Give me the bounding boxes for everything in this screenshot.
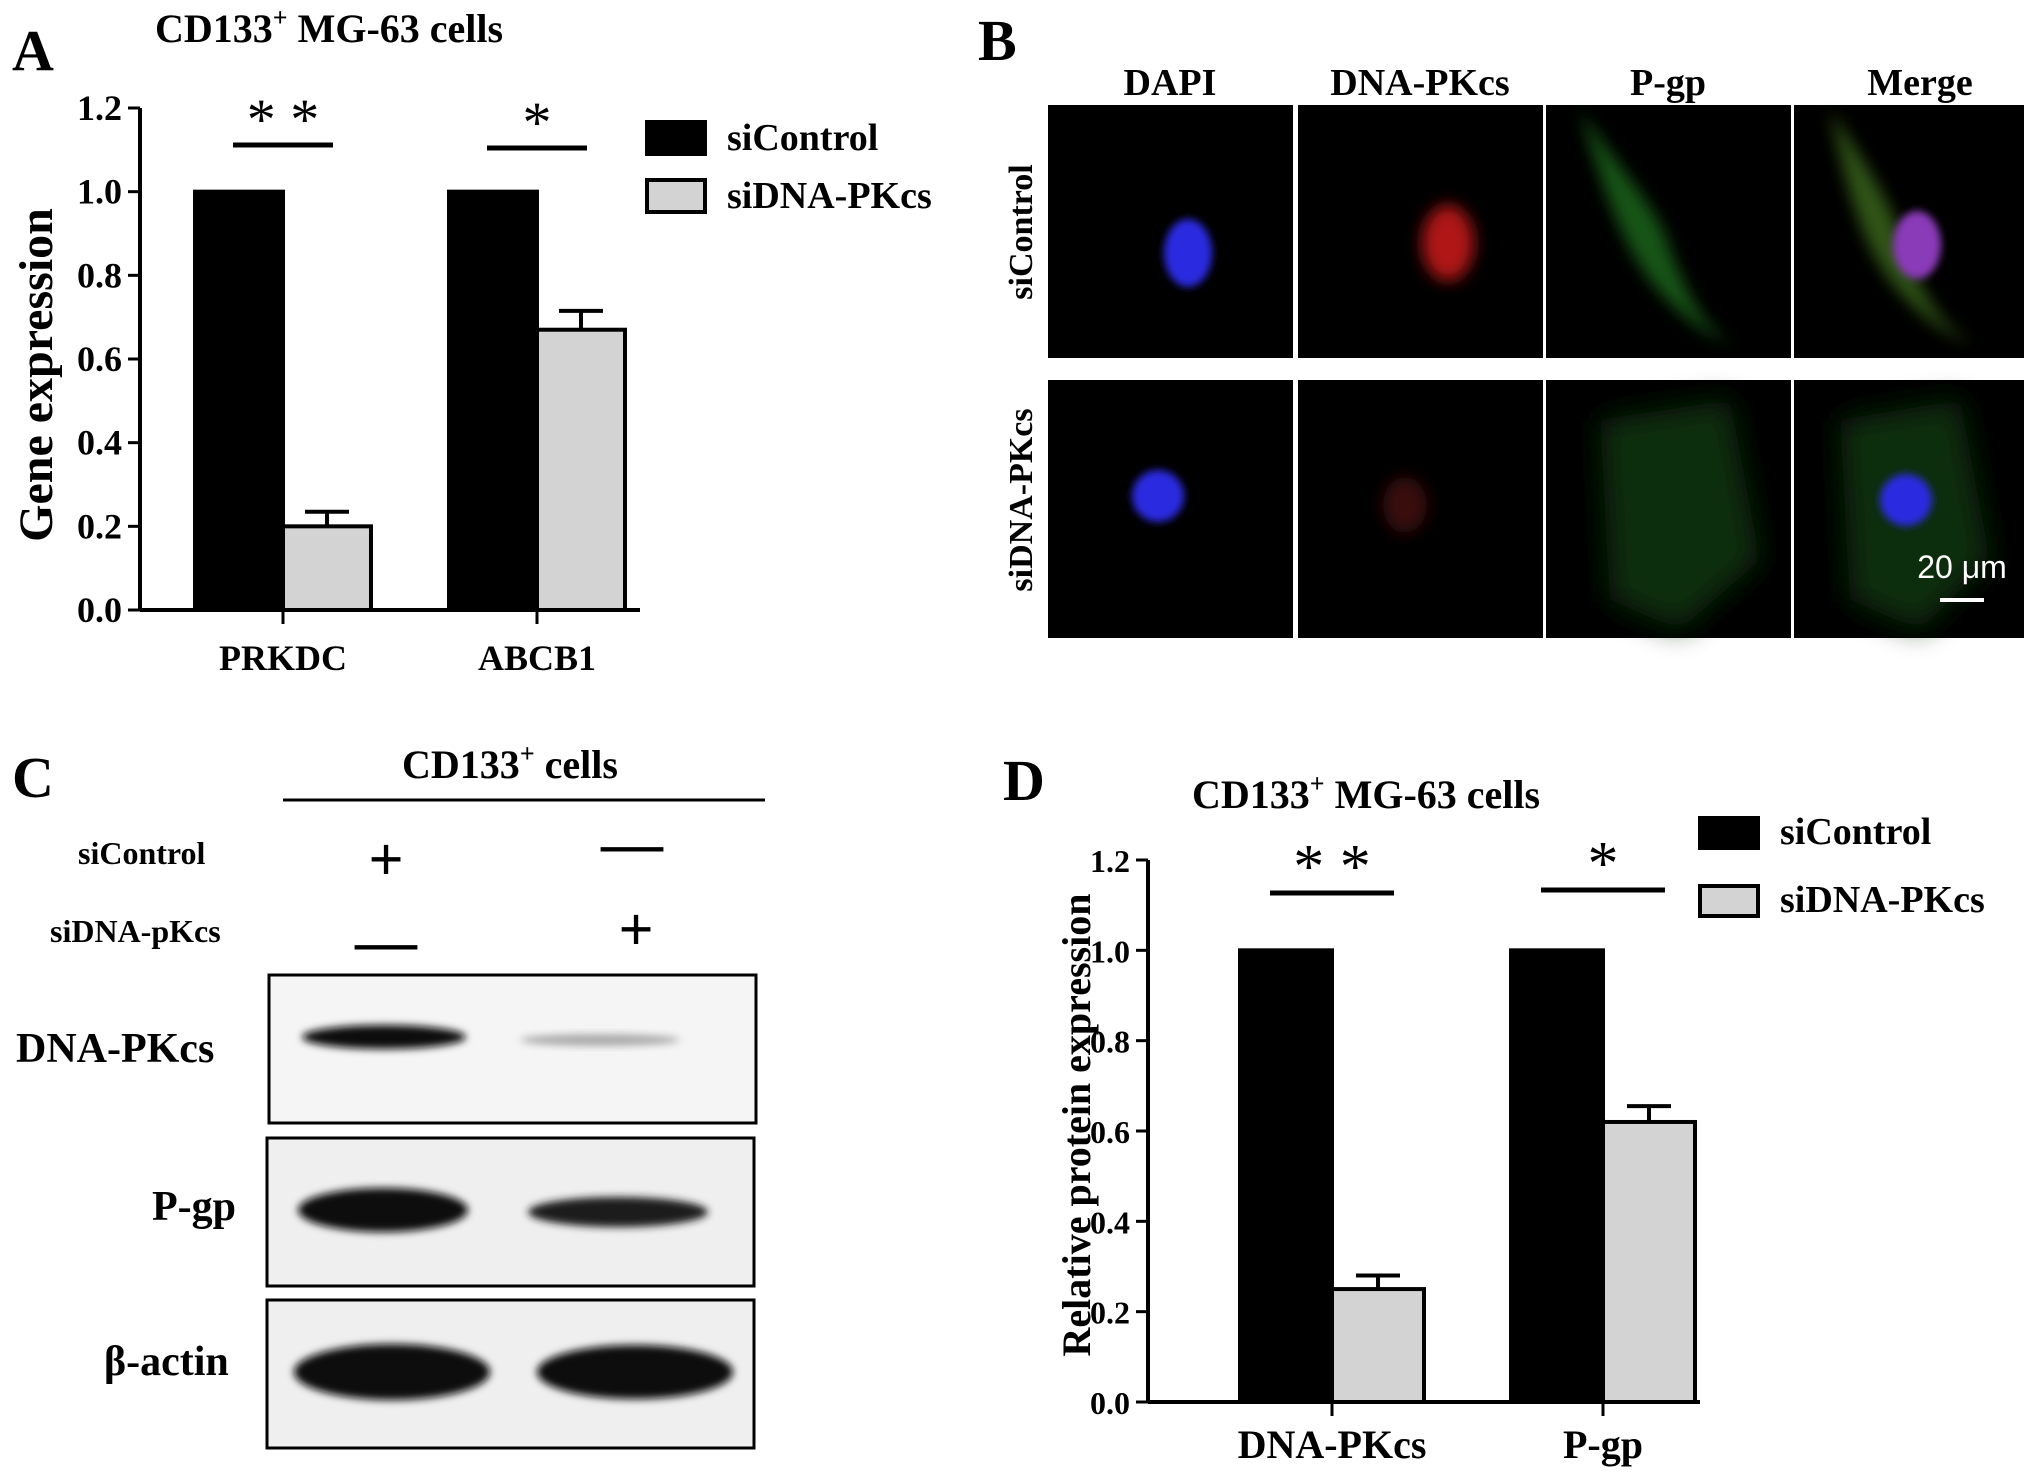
y-tick-label: 0.6 — [77, 339, 122, 379]
y-tick-label: 1.2 — [77, 88, 122, 128]
significance-marker: * * — [1293, 833, 1371, 901]
nucleus-dna-pkcs-sidna — [1383, 477, 1427, 533]
legend-swatch-sicontrol — [1698, 816, 1760, 850]
x-category-label: PRKDC — [219, 638, 347, 678]
panel-c: C CD133+ cells siControl siDNA-pKcs + — … — [12, 739, 765, 1450]
sidna-lane2-sign: + — [618, 896, 653, 964]
legend-label-sicontrol: siControl — [727, 117, 878, 159]
nucleus-dna-pkcs-sicontrol — [1422, 205, 1474, 281]
panel-a-y-axis-label: Gene expression — [10, 208, 63, 542]
panel-a-axes: 0.0 0.2 0.4 0.6 0.8 1.0 1.2 PRKDC ABCB1 — [77, 88, 640, 678]
panel-d-y-axis-label: Relative protein expression — [1054, 894, 1099, 1357]
legend-swatch-sidna-pkcs — [645, 178, 707, 214]
legend-label-sidna-pkcs: siDNA-PKcs — [727, 175, 932, 217]
band-pgp-lane2 — [528, 1197, 708, 1227]
panel-b-row-labels: siControl siDNA-PKcs — [1003, 164, 1040, 591]
cell-pgp-sicontrol — [1580, 110, 1735, 345]
legend-swatch-sidna-pkcs — [1698, 884, 1760, 918]
panel-a-bars: * * * — [193, 87, 627, 613]
significance-marker: * * — [247, 87, 320, 152]
panel-c-header: CD133+ cells — [402, 739, 618, 787]
panel-b-column-headers: DAPI DNA-PKcs P-gp Merge — [1124, 62, 1973, 104]
y-tick-label: 0.4 — [1090, 1204, 1130, 1240]
row-label-sidna-pkcs: siDNA-PKcs — [1003, 408, 1040, 591]
sicontrol-lane1-sign: + — [368, 826, 403, 894]
x-category-label: DNA-PKcs — [1238, 1422, 1427, 1467]
nucleus-merge-sidna — [1880, 474, 1932, 526]
panel-a: A CD133+ MG-63 cells Gene expression 0.0… — [10, 3, 932, 678]
column-header-p-gp: P-gp — [1630, 62, 1706, 104]
tile-sicontrol-pgp — [1546, 105, 1791, 358]
band-pgp-lane1 — [298, 1188, 468, 1232]
band-dna-pkcs-lane2 — [520, 1034, 680, 1046]
panel-b: B DAPI DNA-PKcs P-gp Merge siControl siDNA-P… — [978, 8, 2024, 638]
legend-swatch-sicontrol — [645, 120, 707, 156]
panel-d: D CD133+ MG-63 cells Relative protein ex… — [1003, 748, 1985, 1467]
sicontrol-lane2-sign: — — [600, 810, 664, 878]
y-tick-label: 1.0 — [77, 172, 122, 212]
y-tick-label: 1.0 — [1090, 933, 1130, 969]
bar-dna-pkcs-sicontrol — [1238, 948, 1334, 1404]
significance-marker: * — [1588, 830, 1619, 898]
y-tick-label: 0.6 — [1090, 1114, 1130, 1150]
nucleus-merge-sicontrol — [1893, 211, 1941, 279]
y-tick-label: 0.2 — [1090, 1295, 1130, 1331]
tile-sicontrol-dna-pkcs — [1298, 105, 1543, 358]
cell-merge-sicontrol — [1830, 110, 1975, 345]
nucleus-dapi-sicontrol — [1164, 219, 1212, 287]
x-category-label: ABCB1 — [478, 638, 596, 678]
y-tick-label: 0.8 — [1090, 1024, 1130, 1060]
sidna-lane1-sign: — — [354, 908, 418, 976]
y-tick-label: 0.8 — [77, 255, 122, 295]
bar-prkdc-sicontrol — [193, 189, 285, 613]
nucleus-dapi-sidna — [1132, 470, 1184, 522]
y-tick-label: 1.2 — [1090, 843, 1130, 879]
row-label-sicontrol: siControl — [1003, 164, 1040, 299]
bar-p-gp-sicontrol — [1509, 948, 1605, 1404]
panel-a-title: CD133+ MG-63 cells — [155, 3, 503, 51]
blot-label-beta-actin: β-actin — [104, 1339, 229, 1385]
legend-label-sidna-pkcs: siDNA-PKcs — [1780, 879, 1985, 921]
y-tick-label: 0.4 — [77, 423, 122, 463]
y-tick-label: 0.2 — [77, 506, 122, 546]
blot-label-dna-pkcs: DNA-PKcs — [16, 1026, 214, 1072]
bar-abcb1-sicontrol — [447, 189, 539, 613]
band-beta-actin-lane2 — [537, 1345, 733, 1399]
treatment-label-sicontrol: siControl — [78, 835, 206, 871]
panel-c-letter: C — [12, 745, 54, 810]
band-dna-pkcs-lane1 — [302, 1025, 466, 1049]
bar-prkdc-sidna-pkcs — [281, 524, 373, 612]
column-header-dapi: DAPI — [1124, 62, 1217, 104]
bar-p-gp-sidna-pkcs — [1601, 1119, 1697, 1404]
band-beta-actin-lane1 — [294, 1344, 490, 1400]
column-header-merge: Merge — [1867, 62, 1972, 104]
x-category-label: P-gp — [1563, 1422, 1643, 1467]
blot-label-pgp: P-gp — [152, 1184, 236, 1230]
cell-pgp-sidna — [1600, 400, 1760, 630]
panel-d-bars: * * * — [1238, 830, 1697, 1405]
bar-dna-pkcs-sidna-pkcs — [1330, 1287, 1426, 1405]
significance-marker: * — [523, 90, 552, 155]
y-tick-label: 0.0 — [1090, 1385, 1130, 1421]
blot-dna-pkcs — [267, 973, 758, 1125]
panel-d-title: CD133+ MG-63 cells — [1192, 769, 1540, 817]
legend-label-sicontrol: siControl — [1780, 811, 1931, 853]
panel-b-letter: B — [978, 8, 1017, 73]
panel-d-legend: siControl siDNA-PKcs — [1698, 811, 1985, 921]
panel-a-legend: siControl siDNA-PKcs — [645, 117, 932, 217]
treatment-label-sidna: siDNA-pKcs — [50, 913, 221, 949]
bar-abcb1-sidna-pkcs — [535, 327, 627, 612]
y-tick-label: 0.0 — [77, 590, 122, 630]
panel-a-letter: A — [12, 18, 54, 83]
column-header-dna-pkcs: DNA-PKcs — [1330, 62, 1509, 104]
panel-d-letter: D — [1003, 748, 1045, 813]
scale-bar-label: 20 μm — [1917, 549, 2007, 585]
